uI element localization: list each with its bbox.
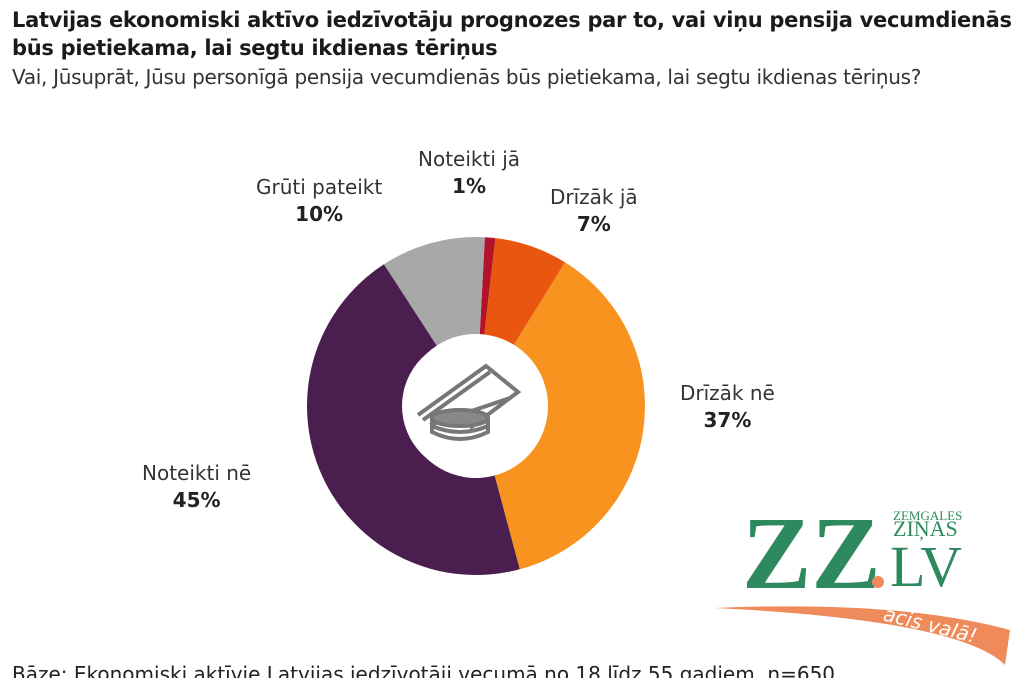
logo-slogan: acis vaļā! [881,602,979,648]
donut-hole [402,338,538,474]
logo-dot [872,576,884,588]
logo-zemgales: ZEMGALES [893,508,962,523]
logo-zinas: ZIŅAS [893,516,958,541]
logo-zz: ZZ [742,496,881,611]
chart-title: Latvijas ekonomiski aktīvo iedzīvotāju p… [12,8,1012,60]
slice-drīzāk-jā [484,238,566,345]
logo-swoosh [715,606,1010,665]
label-noteikti-ne: Noteikti nē 45% [142,461,252,512]
label-drizak-ja: Drīzāk jā 7% [550,185,638,236]
label-drizak-ne: Drīzāk nē 37% [680,381,775,432]
slice-noteikti-nē [307,264,520,575]
label-noteikti-ja: Noteikti jā 1% [418,147,521,198]
slice-noteikti-jā [479,237,496,335]
slice-drīzāk-nē [494,262,645,570]
chart-subtitle: Vai, Jūsuprāt, Jūsu personīgā pensija ve… [12,65,922,89]
slice-grūti-pateikt [383,237,485,346]
footer-note: Bāze: Ekonomiski aktīvie Latvijas iedzīv… [12,662,836,678]
money-coins-icon [416,363,522,441]
label-gruti-pateikt: Grūti pateikt 10% [256,175,383,226]
logo-lv: LV [890,534,962,599]
